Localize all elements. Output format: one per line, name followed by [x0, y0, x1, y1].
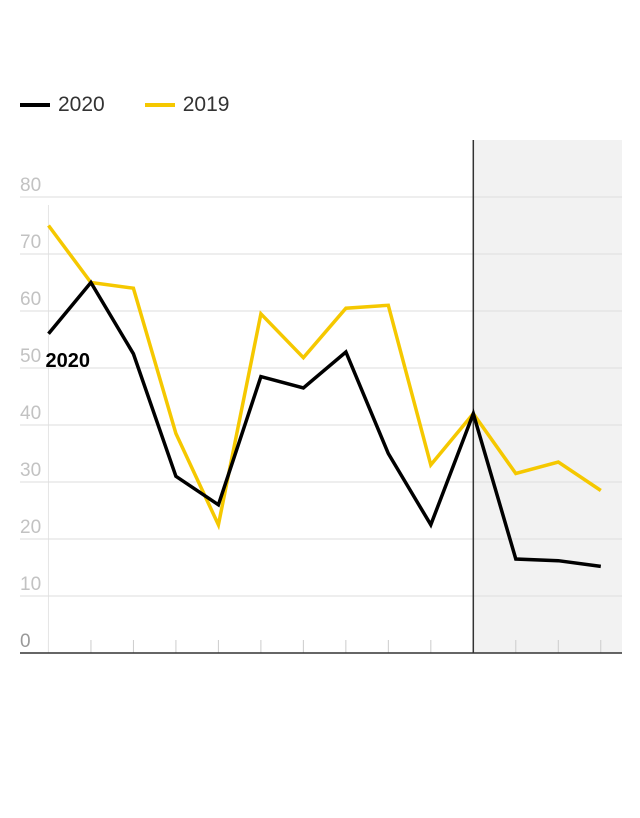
y-tick-label-0: 0	[20, 631, 31, 652]
y-tick-label-30: 30	[20, 460, 41, 481]
legend-label-2020: 2020	[58, 93, 105, 116]
y-tick-label-60: 60	[20, 289, 41, 310]
series-line-2020	[47, 279, 602, 569]
y-tick-label-40: 40	[20, 403, 41, 424]
series-label-2020: 2020	[45, 350, 90, 372]
y-tick-label-10: 10	[20, 574, 41, 595]
y-tick-label-80: 80	[20, 175, 41, 196]
legend-item-2019: 2019	[144, 93, 230, 117]
shaded-region	[473, 140, 622, 653]
chart-legend: 2020 2019	[20, 92, 269, 118]
legend-swatch-2019	[144, 103, 175, 107]
legend-item-2020: 2020	[20, 93, 105, 117]
legend-swatch-2020	[20, 103, 50, 107]
legend-label-2019: 2019	[182, 93, 230, 116]
y-tick-label-50: 50	[20, 346, 41, 367]
series-line-2019	[47, 224, 602, 531]
y-tick-label-70: 70	[20, 232, 41, 253]
y-tick-label-20: 20	[20, 517, 41, 538]
